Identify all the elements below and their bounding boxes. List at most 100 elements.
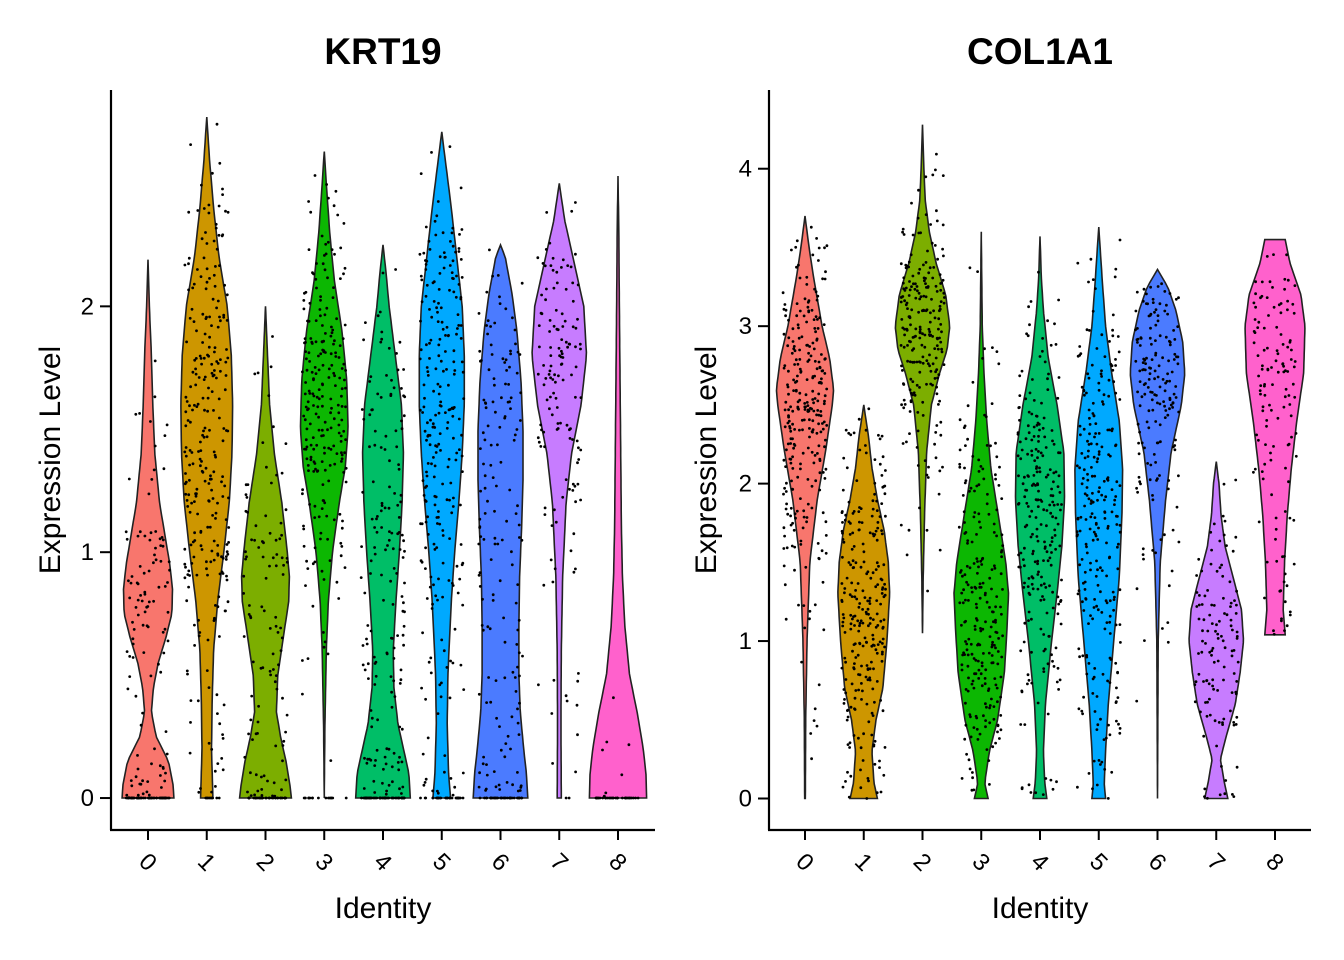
cell-point bbox=[1145, 356, 1148, 360]
cell-point bbox=[208, 525, 212, 529]
cell-point bbox=[204, 466, 208, 470]
cell-point bbox=[1264, 443, 1267, 446]
cell-point bbox=[1104, 495, 1108, 499]
cell-point bbox=[186, 505, 190, 508]
cell-point bbox=[161, 630, 165, 634]
cell-point bbox=[204, 287, 208, 291]
cell-point bbox=[1118, 484, 1122, 487]
cell-point bbox=[919, 295, 923, 299]
x-tick-label: 4 bbox=[1025, 848, 1054, 877]
cell-point bbox=[425, 366, 429, 369]
cell-point bbox=[422, 383, 426, 387]
cell-point bbox=[918, 267, 922, 271]
cell-point bbox=[311, 436, 315, 439]
cell-point bbox=[958, 462, 962, 466]
cell-point bbox=[555, 270, 559, 274]
cell-point bbox=[1088, 432, 1091, 436]
cell-point bbox=[1102, 738, 1106, 741]
cell-point bbox=[819, 414, 823, 418]
cell-point bbox=[1266, 346, 1269, 350]
point-group bbox=[124, 122, 640, 800]
cell-point bbox=[1232, 721, 1236, 724]
cell-point bbox=[1092, 414, 1096, 417]
cell-point bbox=[143, 590, 147, 594]
cell-point bbox=[925, 308, 929, 312]
cell-point bbox=[973, 489, 976, 493]
cell-point bbox=[436, 791, 440, 795]
cell-point bbox=[447, 408, 451, 412]
cell-point bbox=[383, 506, 387, 510]
cell-point bbox=[436, 789, 439, 793]
point-group bbox=[781, 152, 1298, 800]
x-tick-label: 2 bbox=[908, 848, 937, 877]
cell-point bbox=[899, 300, 903, 304]
cell-point bbox=[1075, 530, 1079, 534]
cell-point bbox=[841, 785, 845, 789]
cell-point bbox=[282, 563, 285, 567]
cell-point bbox=[331, 796, 335, 800]
cell-point bbox=[163, 434, 167, 437]
cell-point bbox=[1261, 364, 1264, 368]
cell-point bbox=[995, 350, 999, 353]
cell-point bbox=[1101, 672, 1105, 676]
cell-point bbox=[571, 281, 575, 285]
cell-point bbox=[1290, 435, 1293, 439]
cell-point bbox=[516, 771, 519, 774]
cell-point bbox=[901, 442, 905, 445]
cell-point bbox=[1076, 785, 1079, 789]
cell-point bbox=[304, 341, 307, 344]
cell-point bbox=[389, 675, 393, 678]
cell-point bbox=[1218, 539, 1222, 543]
cell-point bbox=[939, 420, 943, 424]
cell-point bbox=[1017, 565, 1021, 569]
cell-point bbox=[188, 751, 192, 755]
cell-point bbox=[798, 348, 801, 352]
cell-point bbox=[965, 580, 968, 584]
cell-point bbox=[929, 311, 932, 315]
cell-point bbox=[489, 700, 493, 704]
cell-point bbox=[215, 122, 219, 126]
cell-point bbox=[852, 734, 856, 737]
cell-point bbox=[519, 391, 523, 395]
cell-point bbox=[482, 755, 485, 759]
cell-point bbox=[1080, 709, 1084, 713]
cell-point bbox=[848, 746, 851, 749]
cell-point bbox=[906, 359, 909, 363]
cell-point bbox=[146, 780, 150, 783]
cell-point bbox=[1206, 796, 1209, 800]
cell-point bbox=[160, 536, 164, 539]
cell-point bbox=[1202, 618, 1206, 622]
x-tick-label: 8 bbox=[603, 848, 632, 877]
cell-point bbox=[881, 626, 885, 630]
cell-point bbox=[1039, 627, 1043, 631]
cell-point bbox=[153, 747, 156, 751]
cell-point bbox=[308, 301, 312, 305]
cell-point bbox=[313, 516, 317, 519]
cell-point bbox=[454, 458, 458, 462]
cell-point bbox=[1212, 604, 1216, 607]
cell-point bbox=[222, 313, 226, 317]
cell-point bbox=[187, 585, 191, 589]
cell-point bbox=[798, 358, 802, 361]
cell-point bbox=[989, 625, 993, 629]
cell-point bbox=[421, 752, 425, 756]
cell-point bbox=[143, 796, 147, 800]
cell-point bbox=[503, 640, 507, 644]
cell-point bbox=[565, 699, 569, 703]
cell-point bbox=[1286, 370, 1290, 373]
cell-point bbox=[253, 372, 257, 376]
cell-point bbox=[388, 530, 391, 533]
cell-point bbox=[913, 393, 917, 397]
cell-point bbox=[443, 754, 447, 757]
cell-point bbox=[198, 354, 202, 358]
cell-point bbox=[796, 374, 799, 378]
cell-point bbox=[918, 336, 922, 340]
cell-point bbox=[426, 533, 430, 536]
cell-point bbox=[443, 256, 447, 259]
cell-point bbox=[384, 792, 388, 796]
cell-point bbox=[810, 308, 814, 312]
cell-point bbox=[876, 624, 880, 627]
cell-point bbox=[366, 662, 370, 666]
cell-point bbox=[326, 428, 329, 432]
